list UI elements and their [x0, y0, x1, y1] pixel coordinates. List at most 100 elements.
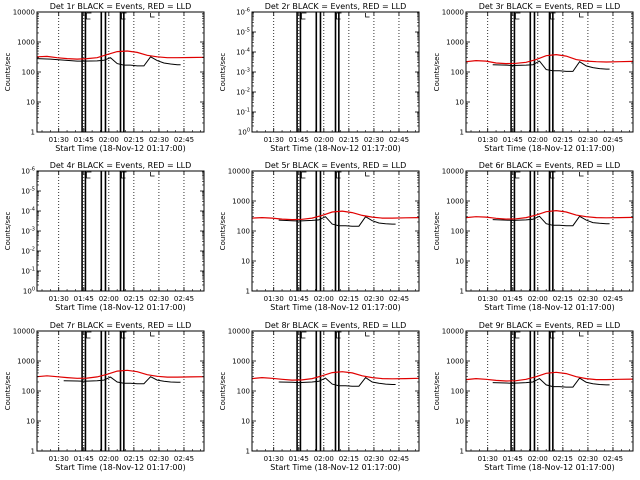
y-tick-label: 10-1 [21, 267, 35, 276]
x-tick-label: 01:30 [49, 455, 69, 463]
chart-title: Det 7r BLACK = Events, RED = LLD [50, 321, 192, 330]
y-tick-label: 1000 [232, 358, 250, 366]
top-marker-glyph [336, 171, 342, 179]
y-axis-label: Counts/sec [4, 372, 12, 411]
lld-series-line [465, 53, 634, 65]
x-axis-label: Start Time (18-Nov-12 01:17:00) [270, 303, 400, 312]
y-tick-label: 1 [460, 448, 464, 456]
x-tick-label: 02:30 [149, 136, 169, 144]
chart-panel-1: Det 1r BLACK = Events, RED = LLD 1 10 100 10… [4, 2, 205, 153]
x-tick-label: 02:15 [339, 136, 359, 144]
events-series-line [492, 60, 610, 72]
top-marker-glyph [86, 171, 92, 179]
x-tick-label: 02:45 [603, 455, 623, 463]
y-tick-label: 10000 [228, 328, 250, 336]
top-marker-glyph [150, 13, 155, 18]
panel-grid: Det 1r BLACK = Events, RED = LLD11010010… [4, 2, 634, 472]
x-tick-label: 02:00 [314, 136, 334, 144]
x-axis-label: Start Time (18-Nov-12 01:17:00) [270, 144, 400, 153]
top-marker-glyph [365, 332, 370, 337]
y-tick-label: 1000 [232, 198, 250, 206]
top-marker-glyph [550, 12, 556, 20]
x-tick-label: 02:00 [314, 455, 334, 463]
top-marker-glyph [365, 13, 370, 18]
events-series-line [492, 377, 610, 388]
y-tick-label: 1 [31, 448, 35, 456]
y-tick-label: 10-3 [21, 227, 35, 236]
x-tick-label: 01:45 [503, 455, 523, 463]
y-tick-label: 10 [241, 418, 250, 426]
y-tick-label: 10-6 [21, 167, 35, 176]
chart-panel-8: Det 8r BLACK = Events, RED = LLD 1 10 100 10… [219, 321, 420, 472]
x-tick-label: 02:45 [389, 295, 409, 303]
chart-panel-9: Det 9r BLACK = Events, RED = LLD 1 10 100 10… [433, 321, 634, 472]
y-tick-label: 100 [22, 388, 35, 396]
x-tick-label: 01:45 [74, 295, 94, 303]
x-tick-label: 02:45 [174, 455, 194, 463]
y-tick-label: 10 [455, 99, 464, 107]
x-tick-label: 02:15 [553, 455, 573, 463]
chart-panel-3: Det 3r BLACK = Events, RED = LLD 1 10 100 10… [433, 2, 634, 153]
x-tick-label: 02:45 [174, 136, 194, 144]
y-tick-label: 10 [26, 418, 35, 426]
y-tick-label: 100 [238, 128, 250, 137]
x-tick-label: 01:30 [478, 295, 498, 303]
top-marker-glyph [336, 331, 342, 339]
x-tick-label: 02:15 [124, 136, 144, 144]
top-marker-glyph [301, 171, 307, 179]
y-tick-label: 10000 [442, 168, 464, 176]
y-tick-label: 1000 [446, 358, 464, 366]
x-tick-label: 02:30 [149, 455, 169, 463]
x-axis-label: Start Time (18-Nov-12 01:17:00) [270, 463, 400, 472]
y-tick-label: 1000 [17, 39, 35, 47]
events-series-line [278, 216, 396, 227]
x-tick-label: 01:30 [478, 136, 498, 144]
events-series-line [278, 376, 396, 387]
x-tick-label: 02:30 [364, 136, 384, 144]
y-tick-label: 10 [26, 99, 35, 107]
x-tick-label: 01:45 [503, 136, 523, 144]
x-tick-label: 01:45 [74, 136, 94, 144]
x-tick-label: 02:15 [124, 295, 144, 303]
top-marker-glyph [301, 12, 307, 20]
y-tick-label: 10-4 [21, 207, 35, 216]
events-series-line [63, 376, 181, 385]
x-tick-label: 02:00 [99, 295, 119, 303]
y-tick-label: 1000 [446, 39, 464, 47]
y-axis-label: Counts/sec [219, 53, 227, 92]
x-tick-label: 01:45 [503, 295, 523, 303]
chart-title: Det 1r BLACK = Events, RED = LLD [50, 2, 192, 11]
y-tick-label: 10-5 [236, 28, 250, 37]
y-tick-label: 10-1 [236, 108, 250, 117]
x-tick-label: 02:00 [528, 295, 548, 303]
x-tick-label: 02:15 [339, 455, 359, 463]
x-tick-label: 02:45 [174, 295, 194, 303]
chart-title: Det 5r BLACK = Events, RED = LLD [265, 161, 407, 170]
lld-series-line [251, 371, 420, 381]
chart-panel-5: Det 5r BLACK = Events, RED = LLD 1 10 100 10… [219, 161, 420, 312]
y-axis-label: Counts/sec [433, 212, 441, 251]
y-tick-label: 10000 [442, 328, 464, 336]
y-tick-label: 10-6 [236, 8, 250, 17]
x-tick-label: 02:30 [578, 455, 598, 463]
x-tick-label: 02:00 [99, 136, 119, 144]
y-tick-label: 100 [451, 228, 464, 236]
y-tick-label: 100 [23, 287, 35, 296]
top-marker-glyph [365, 172, 370, 177]
y-tick-label: 100 [451, 69, 464, 77]
x-tick-label: 01:45 [289, 136, 309, 144]
top-marker-glyph [150, 172, 155, 177]
x-axis-label: Start Time (18-Nov-12 01:17:00) [484, 144, 614, 153]
top-marker-glyph [121, 331, 127, 339]
x-axis-label: Start Time (18-Nov-12 01:17:00) [55, 463, 185, 472]
x-tick-label: 02:00 [528, 455, 548, 463]
lld-series-line [36, 369, 205, 379]
chart-panel-7: Det 7r BLACK = Events, RED = LLD 1 10 100 10… [4, 321, 205, 472]
y-tick-label: 10-2 [21, 247, 35, 256]
y-tick-label: 10000 [228, 168, 250, 176]
x-tick-label: 02:45 [603, 295, 623, 303]
y-tick-label: 1 [31, 129, 35, 137]
y-axis-label: Counts/sec [4, 53, 12, 92]
y-tick-label: 1 [246, 448, 250, 456]
y-tick-label: 10-4 [236, 48, 250, 57]
